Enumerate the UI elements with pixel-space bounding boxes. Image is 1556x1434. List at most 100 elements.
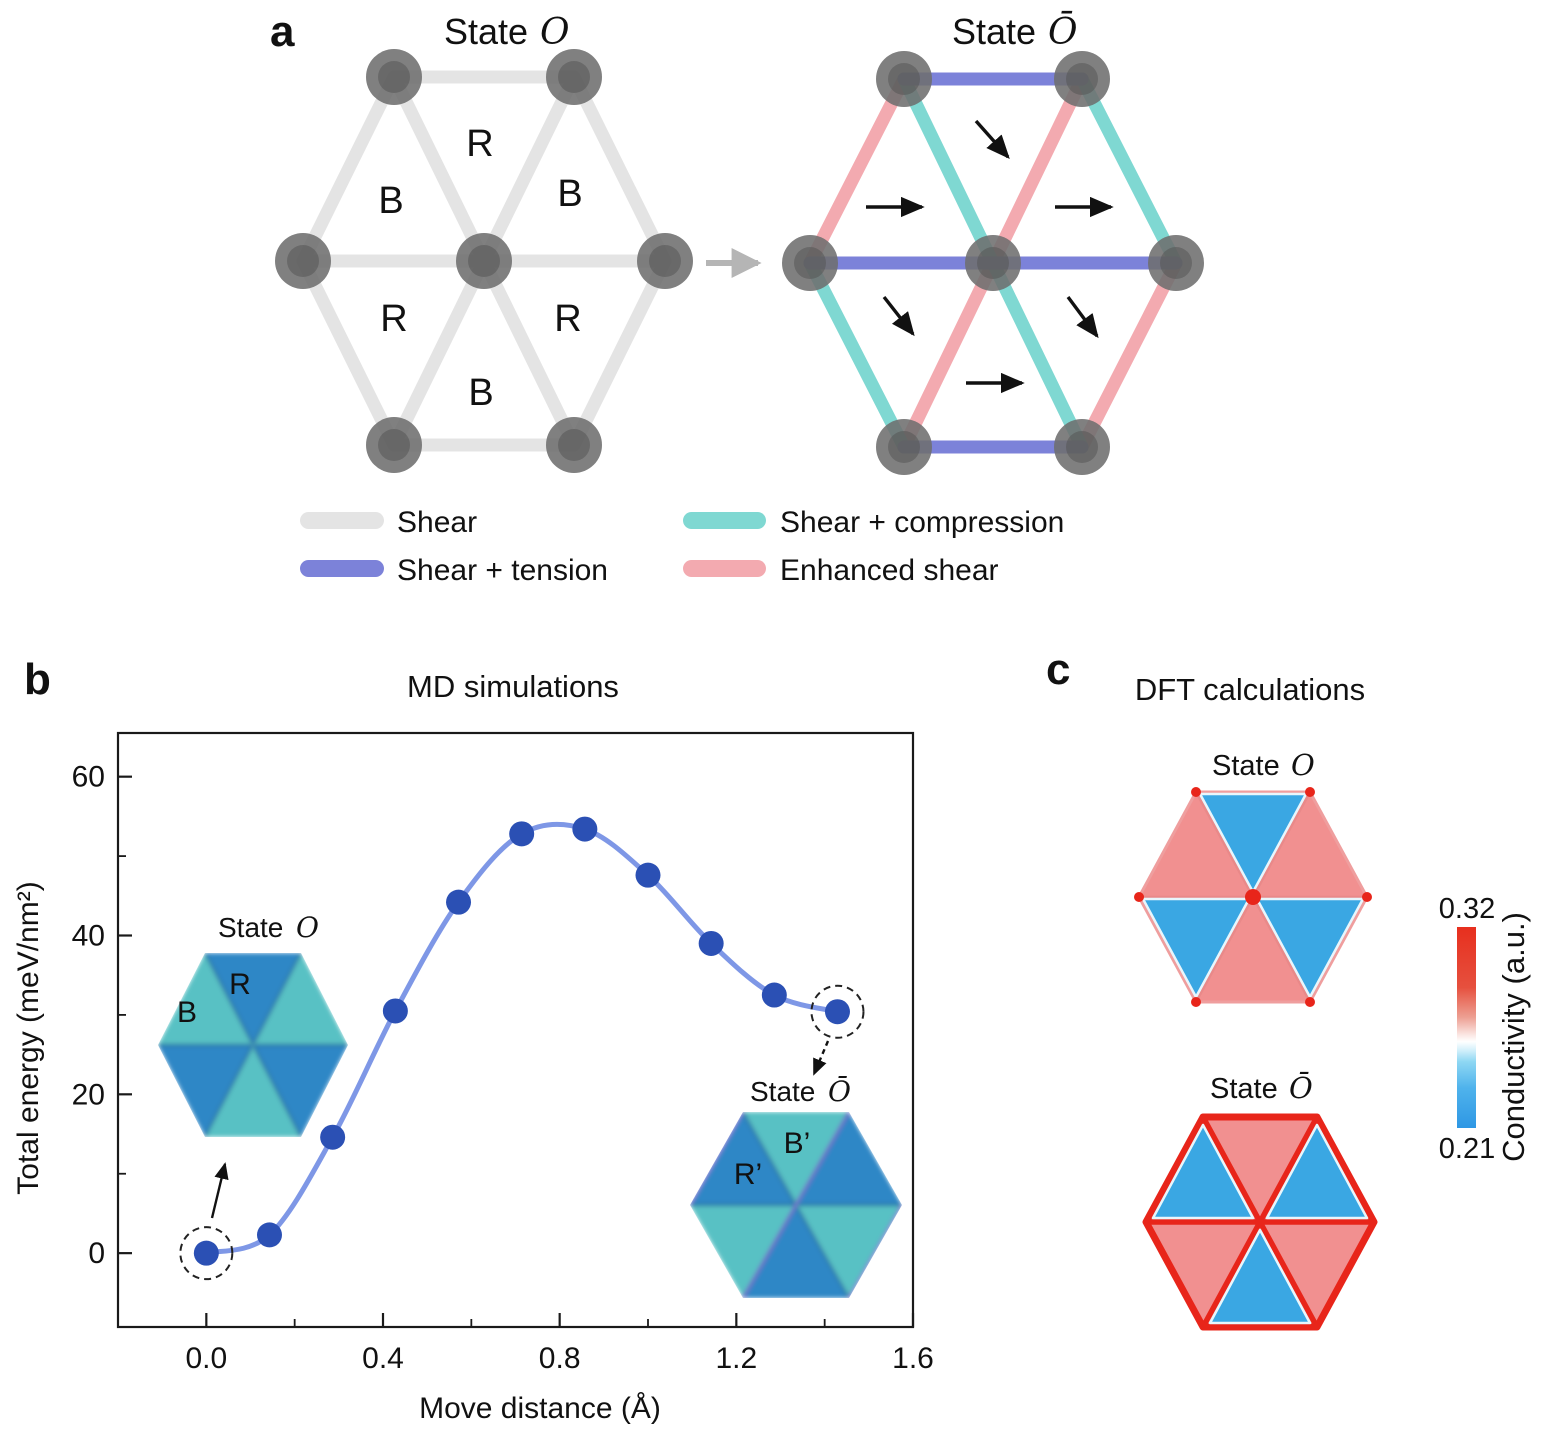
dft-o-title-prefix: State (1212, 750, 1280, 782)
triangle-labels: R B B R R B (378, 123, 582, 414)
inset-obar-title-prefix: State (750, 1076, 815, 1107)
domain-b-prime (743, 1112, 849, 1205)
domain-r (253, 1045, 348, 1137)
domain-r (158, 1045, 253, 1137)
hot-spot-vertex (1362, 892, 1372, 902)
bond-shear (477, 70, 581, 268)
data-point (698, 930, 724, 956)
annotation-arrow-down-icon (812, 1040, 830, 1076)
bond-shear (296, 254, 401, 452)
low-conductivity-triangle (1141, 897, 1251, 999)
data-point (824, 999, 850, 1025)
shift-arrow-downright-icon (1066, 295, 1099, 339)
triangle-label-r: R (466, 123, 493, 165)
hot-spot-vertex (1305, 787, 1315, 797)
y-tick-label: 20 (72, 1078, 105, 1111)
shift-arrow-downright-icon (974, 119, 1010, 160)
state-o-title-prefix: State (444, 11, 528, 52)
bond-shear-compression (1075, 72, 1183, 270)
energy-curve (203, 821, 840, 1256)
data-point (193, 1240, 219, 1266)
bond-shear (296, 70, 401, 268)
hexagon-state-obar (782, 51, 1204, 475)
shear-bonds (296, 70, 672, 452)
dft-state-obar: State Ō (1142, 1070, 1378, 1331)
y-axis-label: Total energy (meV/nm²) (12, 881, 45, 1194)
low-conductivity-triangle (1151, 1123, 1255, 1220)
legend-label-enhanced-shear: Enhanced shear (780, 554, 999, 587)
hot-spot-center (1245, 889, 1261, 905)
panel-b-label: b (24, 655, 51, 704)
y-tick-label: 40 (72, 920, 105, 953)
domain-b-prime (690, 1205, 796, 1298)
bond-shear-compression (803, 256, 911, 454)
dft-obar-title-symbol: Ō (1289, 1070, 1313, 1105)
bond-enhanced-shear (986, 72, 1089, 270)
inset-obar-title-symbol: Ō (828, 1075, 851, 1108)
bond-enhanced-shear (897, 256, 1000, 454)
state-o-title-symbol: O (540, 12, 570, 53)
annotation-arrow-up-icon (210, 1162, 229, 1219)
x-tick-label: 0.8 (539, 1342, 581, 1375)
node (275, 233, 331, 289)
colorbar-max: 0.32 (1439, 893, 1495, 925)
node (637, 233, 693, 289)
node (1054, 51, 1110, 107)
domain-b (205, 1045, 301, 1137)
low-conductivity-triangle (1208, 1228, 1312, 1325)
highlight-dashed-circle (810, 984, 865, 1039)
bond-shear-compression (897, 72, 1000, 270)
node (782, 235, 838, 291)
hot-spot-vertex (1191, 997, 1201, 1007)
lattice-nodes (782, 51, 1204, 475)
bond-shear (387, 254, 491, 452)
hot-spot-vertex (1134, 892, 1144, 902)
x-tick-label: 1.2 (715, 1342, 757, 1375)
inset-o-title-prefix: State (218, 912, 283, 943)
panel-b: b MD simulations Move distance (Å) Total… (12, 655, 934, 1425)
legend-label-shear-tension: Shear + tension (397, 554, 608, 587)
inset-o-label-b: B (177, 996, 197, 1029)
data-point (320, 1124, 346, 1150)
bond-shear (567, 70, 672, 268)
hot-domain-walls (1143, 1114, 1377, 1330)
bond-legend: Shear Shear + tension Shear + compressio… (300, 506, 1064, 587)
bond-enhanced-shear (803, 72, 911, 270)
inset-o-label-r: R (229, 968, 251, 1001)
triangle-label-b: B (378, 180, 403, 222)
domain-r-prime (743, 1205, 849, 1298)
shift-arrows (866, 119, 1114, 394)
triangle-label-b: B (557, 173, 582, 215)
shear-compression-bonds (803, 72, 1183, 454)
bond-shear-compression (986, 256, 1089, 454)
dft-state-o: State O (1134, 748, 1372, 1007)
colorbar-gradient (1457, 927, 1476, 1128)
domain-b-prime (796, 1205, 902, 1298)
energy-barrier-chart: 0.0 0.4 0.8 1.2 1.6 0 20 40 60 (72, 731, 934, 1375)
inset-state-o: State O R B (158, 911, 348, 1219)
panel-c: c DFT calculations State O State (1046, 645, 1531, 1331)
node (456, 233, 512, 289)
node (1148, 235, 1204, 291)
bond-enhanced-shear (1075, 256, 1183, 454)
domain-r (205, 953, 301, 1045)
node (546, 49, 602, 105)
node (366, 417, 422, 473)
hot-spot-vertex (1305, 997, 1315, 1007)
legend-label-shear: Shear (397, 506, 477, 539)
domain-boundaries (1139, 791, 1367, 1003)
x-tick-label: 1.6 (892, 1342, 934, 1375)
state-obar-title-prefix: State (952, 11, 1036, 52)
conductivity-colorbar: 0.32 0.21 Conductivity (a.u.) (1439, 893, 1531, 1165)
colorbar-min: 0.21 (1439, 1133, 1495, 1165)
hexagon-state-o: R B B R R B (275, 49, 693, 473)
node (546, 417, 602, 473)
legend-swatch-shear (300, 512, 384, 529)
data-point (761, 982, 787, 1008)
dft-o-title-symbol: O (1291, 748, 1315, 782)
node (965, 235, 1021, 291)
x-tick-label: 0.4 (362, 1342, 404, 1375)
bond-shear (387, 70, 491, 268)
node (876, 51, 932, 107)
